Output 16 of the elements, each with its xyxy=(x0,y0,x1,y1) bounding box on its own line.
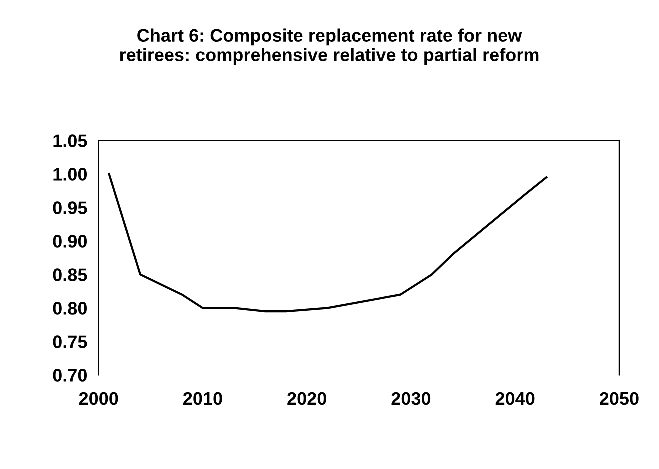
x-tick-label: 2000 xyxy=(79,392,118,406)
y-tick-label: 1.00 xyxy=(54,168,87,181)
x-tick-label: 2010 xyxy=(184,392,222,406)
y-tick-label: 0.80 xyxy=(53,302,87,315)
y-tick-label: 0.95 xyxy=(53,202,88,214)
y-tick-label: 0.75 xyxy=(53,336,88,348)
y-tick-label: 0.90 xyxy=(53,235,87,248)
chart-title: Chart 6: Composite replacement rate for new retirees: comprehensive relative to partial reform xyxy=(120,28,539,66)
y-tick-label: 0.85 xyxy=(53,268,88,282)
x-tick-label: 2020 xyxy=(288,392,326,406)
x-tick-label: 2050 xyxy=(600,392,639,406)
y-tick-label: 1.05 xyxy=(54,134,88,148)
x-tick-label: 2040 xyxy=(496,392,535,406)
y-tick-label: 0.70 xyxy=(53,369,87,382)
line-series xyxy=(108,173,548,313)
x-tick-label: 2030 xyxy=(392,392,431,406)
